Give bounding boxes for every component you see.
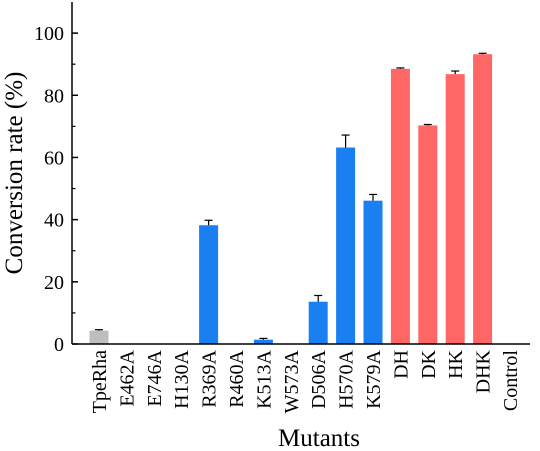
bars (89, 54, 493, 344)
x-tick-label: DK (418, 349, 440, 378)
bar-tperha (89, 330, 109, 344)
error-bars (95, 52, 487, 340)
x-tick-label: Control (500, 350, 522, 412)
x-axis-title: Mutants (278, 425, 360, 451)
x-tick-label: R369A (199, 349, 221, 407)
bar-r369a (199, 225, 219, 344)
y-tick-label: 80 (44, 85, 64, 107)
axes (71, 2, 530, 345)
x-tick-label: DHK (473, 349, 495, 393)
x-tick-label: D506A (308, 349, 330, 408)
y-tick-label: 0 (54, 334, 64, 356)
x-tick-label: H570A (336, 349, 358, 408)
y-tick-label: 100 (34, 23, 64, 45)
bar-dh (390, 68, 410, 344)
bar-dk (418, 125, 438, 344)
x-tick-label: DH (390, 350, 412, 379)
bar-d506a (308, 301, 328, 344)
x-tick-label: K579A (363, 349, 385, 408)
bar-dhk (473, 54, 493, 344)
x-tick-label: E746A (144, 349, 166, 406)
bar-k579a (363, 200, 383, 344)
x-tick-label: K513A (253, 349, 275, 408)
y-tick-label: 60 (44, 147, 64, 169)
x-ticks: TpeRha E462A E746A H130A R369A R460A K513A W573… (89, 349, 522, 413)
x-tick-label: W573A (281, 349, 303, 413)
x-tick-label: TpeRha (89, 350, 111, 413)
y-tick-label: 20 (44, 272, 64, 294)
bar-k513a (253, 339, 273, 344)
y-tick-label: 40 (44, 210, 64, 232)
bar-h570a (336, 147, 356, 344)
x-tick-label: R460A (226, 349, 248, 407)
y-axis-title: Conversion rate (%) (1, 72, 28, 275)
y-ticks: 0 20 40 60 80 100 (34, 23, 78, 356)
x-tick-label: HK (445, 349, 467, 378)
x-tick-label: H130A (171, 349, 193, 408)
x-tick-label: E462A (116, 349, 138, 406)
bar-hk (445, 74, 465, 344)
